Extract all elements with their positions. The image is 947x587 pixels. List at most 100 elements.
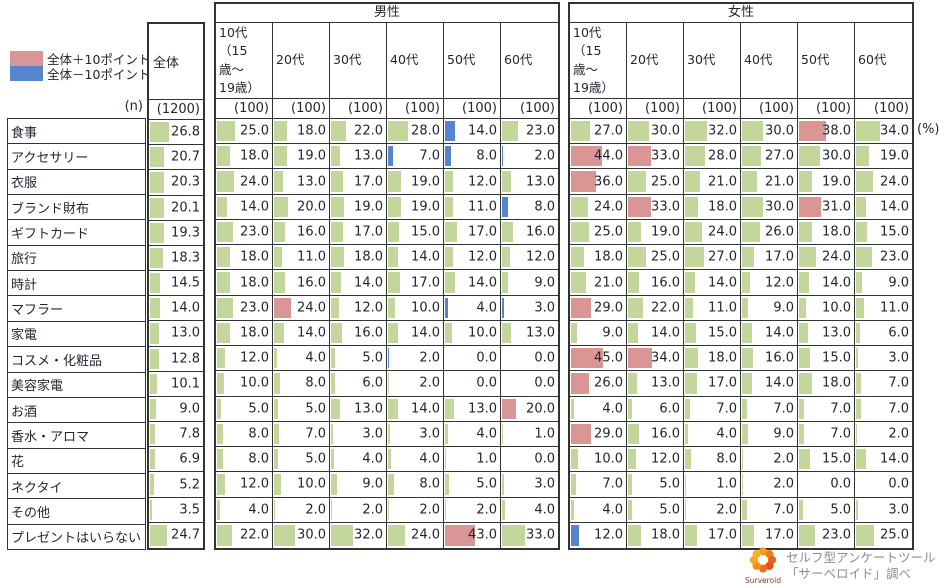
cell-value: 12.8 [171,351,200,367]
value-bar [571,272,586,293]
cell-value: 14.0 [765,325,794,341]
n-cell: (100) [444,99,501,118]
data-cell: 5.0 [216,396,273,422]
cell-value: 13.0 [822,325,851,341]
cell-value: 2.0 [419,350,440,366]
data-cell: 9.0 [741,295,798,321]
data-cell: 19.3 [149,221,203,246]
cell-value: 6.0 [888,325,909,341]
row-label: ネクタイ [7,473,146,500]
cell-value: 24.0 [411,527,440,543]
cell-value: 10.0 [468,325,497,341]
data-cell: 9.0 [741,421,798,448]
data-cell: 43.0 [444,522,501,548]
cell-value: 14.0 [240,199,269,215]
cell-value: 14.0 [468,275,497,291]
data-cell: 14.0 [149,296,203,322]
data-cell: 7.0 [798,421,855,448]
row-label: 香水・アロマ [7,423,146,449]
data-cell: 0.0 [501,346,558,372]
value-bar [331,322,343,344]
cell-value: 25.0 [651,174,680,190]
cell-value: 18.0 [708,350,737,366]
male-block: 男性 10代 （15歳〜 19歳） 20代 30代 40代 50代 60代 (100) (1… [214,2,560,550]
total-n-cell: (1200) [149,100,203,120]
data-cell: 20.0 [273,194,330,220]
value-bar [628,196,652,217]
cell-value: 6.9 [179,451,200,467]
value-bar [856,247,873,268]
data-cell: 29.0 [570,295,627,321]
value-bar [742,221,761,243]
cell-value: 27.0 [708,249,737,265]
data-cell: 14.0 [387,245,444,271]
data-cell: 12.0 [444,169,501,195]
data-cell: 2.0 [741,447,798,473]
female-block: 女性 10代 （15歳〜 19歳） 20代 30代 40代 50代 60代 (100) (1… [568,2,914,550]
cell-value: 12.0 [651,451,680,467]
cell-value: 17.0 [354,174,383,190]
cell-value: 14.0 [297,325,326,341]
value-bar [502,474,505,495]
data-cell: 23.0 [216,219,273,246]
cell-value: 8.0 [248,426,269,442]
cell-value: 9.0 [534,275,555,291]
data-cell: 11.0 [684,295,741,321]
data-cell: 20.1 [149,196,203,221]
data-cell: 3.0 [855,346,912,372]
data-cell: 10.0 [273,472,330,498]
value-bar [742,171,757,192]
cell-value: 12.0 [594,527,623,543]
cell-value: 2.0 [773,476,794,492]
data-cell: 7.0 [855,371,912,397]
value-bar [217,221,234,243]
data-cell: 45.0 [570,346,627,372]
value-bar [445,499,447,520]
value-bar [571,524,580,546]
data-cell: 22.0 [216,522,273,548]
age-column-header: 50代 [798,23,855,98]
value-bar [571,171,597,192]
cell-value: 22.0 [651,300,680,316]
surveroid-logo: Surveroid [743,546,783,585]
value-bar [150,273,161,294]
data-cell: 2.0 [387,497,444,523]
legend: 全体＋10ポイント 全体－10ポイント [10,51,150,82]
cell-value: 14.0 [765,375,794,391]
value-bar [502,221,514,243]
data-cell: 5.0 [330,346,387,372]
credit-text: セルフ型アンケートツール 「サーベロイド」調べ [786,550,936,582]
value-bar [628,499,632,520]
value-bar [799,272,809,293]
n-cell: (100) [798,99,855,118]
cell-value: 30.0 [765,199,794,215]
value-bar [628,449,637,470]
data-cell: 16.0 [273,219,330,246]
cell-value: 27.0 [765,148,794,164]
cell-value: 21.0 [765,174,794,190]
data-cell: 19.0 [387,169,444,195]
cell-value: 19.3 [171,225,200,241]
cell-value: 4.0 [362,451,383,467]
cell-value: 18.0 [240,148,269,164]
cell-value: 14.0 [411,325,440,341]
value-bar [502,146,504,167]
credit-line-2: 「サーベロイド」調べ [786,566,912,581]
cell-value: 14.0 [411,249,440,265]
value-bar [571,499,574,520]
value-bar [799,373,812,394]
value-bar [742,297,749,318]
cell-value: 0.0 [476,375,497,391]
value-bar [331,146,341,167]
cell-value: 0.0 [534,451,555,467]
cell-value: 1.0 [716,476,737,492]
female-age-header-row: 10代 （15歳〜 19歳） 20代 30代 40代 50代 60代 [570,23,912,99]
cell-value: 7.0 [419,148,440,164]
legend-above-row: 全体＋10ポイント [10,51,150,67]
value-bar [331,524,354,546]
cell-value: 7.0 [716,401,737,417]
data-cell: 25.0 [627,169,684,195]
value-bar [628,348,652,369]
value-bar [150,197,165,218]
value-bar [799,297,806,318]
